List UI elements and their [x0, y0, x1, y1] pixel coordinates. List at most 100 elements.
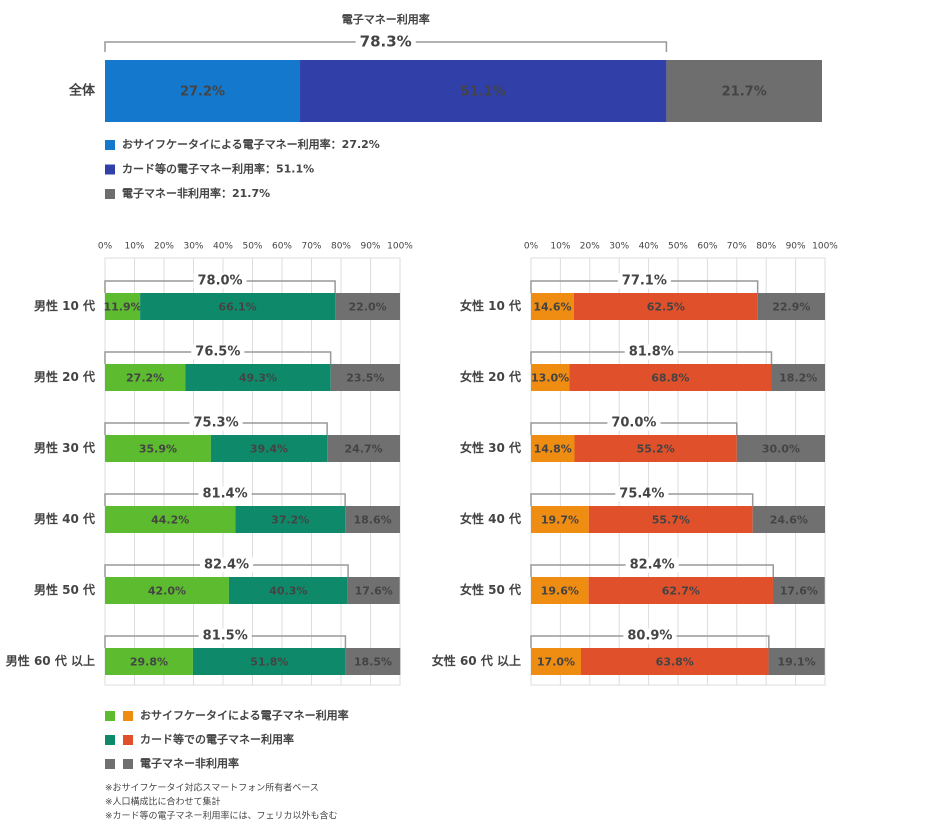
x-tick-label: 10%	[550, 242, 570, 252]
value-label: 66.1%	[219, 301, 257, 314]
bar-segment	[772, 577, 825, 604]
bar-segment	[771, 364, 825, 391]
total-label: 75.3%	[194, 416, 239, 431]
x-tick-label: 100%	[387, 242, 413, 252]
bar-segment	[574, 435, 737, 462]
bar-segment	[330, 364, 400, 391]
category-label: 男性 10 代	[34, 298, 95, 313]
bar-segment	[185, 364, 331, 391]
bar-segment	[235, 506, 346, 533]
bar-segment	[105, 364, 186, 391]
value-label: 39.4%	[250, 443, 288, 456]
category-label: 男性 30 代	[34, 440, 95, 455]
x-tick-label: 10%	[124, 242, 144, 252]
category-label: 男性 50 代	[34, 582, 95, 597]
label-bg	[615, 486, 669, 502]
total-label: 80.9%	[627, 629, 672, 644]
label-bg	[198, 628, 252, 644]
bar-segment	[300, 60, 667, 122]
bar-segment	[588, 506, 753, 533]
value-label: 49.3%	[239, 372, 277, 385]
value-label: 17.0%	[537, 656, 575, 669]
x-tick-label: 60%	[272, 242, 292, 252]
annotation-title: 電子マネー利用率	[342, 12, 430, 26]
label-bg	[198, 486, 252, 502]
value-label: 55.7%	[652, 514, 690, 527]
bar-segment	[588, 577, 773, 604]
value-label: 27.2%	[180, 85, 225, 100]
legend-swatch	[123, 759, 133, 769]
label-bg	[193, 273, 247, 289]
legend-swatch	[123, 711, 133, 721]
label-bg	[623, 628, 677, 644]
value-label: 17.6%	[355, 585, 393, 598]
total-label: 82.4%	[630, 558, 675, 573]
category-label: 女性 20 代	[460, 369, 521, 384]
legend-swatch	[105, 140, 115, 150]
category-label: 女性 60 代 以上	[432, 653, 521, 668]
bar-segment	[347, 577, 400, 604]
footnote: ※カード等の電子マネー利用率には、フェリカ以外も含む	[105, 810, 338, 822]
total-label: 81.4%	[203, 487, 248, 502]
bar-segment	[105, 435, 211, 462]
bar-segment	[105, 506, 236, 533]
bar-segment	[531, 506, 589, 533]
value-label: 24.6%	[770, 514, 808, 527]
value-label: 19.7%	[541, 514, 579, 527]
value-label: 13.0%	[531, 372, 569, 385]
label-bg	[191, 344, 245, 360]
footnote: ※おサイフケータイ対応スマートフォン所有者ベース	[105, 782, 319, 794]
bar-segment	[752, 506, 825, 533]
bar-segment	[228, 577, 348, 604]
bar-segment	[210, 435, 328, 462]
value-label: 22.9%	[772, 301, 810, 314]
value-label: 22.0%	[348, 301, 386, 314]
total-label: 81.8%	[629, 345, 674, 360]
bar-segment	[531, 293, 574, 320]
legend-label: カード等での電子マネー利用率	[140, 732, 294, 746]
legend-swatch	[105, 164, 115, 175]
x-tick-label: 0%	[524, 242, 539, 252]
bar-segment	[335, 293, 400, 320]
value-label: 18.5%	[354, 656, 392, 669]
legend-label: おサイフケータイによる電子マネー利用率	[140, 708, 349, 722]
total-label: 75.4%	[619, 487, 664, 502]
x-tick-label: 30%	[183, 242, 203, 252]
x-tick-label: 80%	[756, 242, 776, 252]
value-label: 14.6%	[533, 301, 571, 314]
x-tick-label: 80%	[331, 242, 351, 252]
bar-segment	[666, 60, 822, 122]
legend-swatch	[105, 735, 115, 745]
value-label: 62.7%	[662, 585, 700, 598]
value-label: 18.6%	[353, 514, 391, 527]
legend-label: おサイフケータイによる電子マネー利用率：27.2%	[122, 137, 380, 151]
value-label: 19.1%	[778, 656, 816, 669]
total-label: 81.5%	[203, 629, 248, 644]
bar-segment	[345, 648, 401, 675]
x-tick-label: 50%	[668, 242, 688, 252]
total-label: 76.5%	[195, 345, 240, 360]
x-tick-label: 20%	[154, 242, 174, 252]
value-label: 42.0%	[148, 585, 186, 598]
x-tick-label: 0%	[98, 242, 113, 252]
legend-swatch	[105, 759, 115, 769]
bar-segment	[105, 648, 193, 675]
bar-segment	[192, 648, 346, 675]
value-label: 37.2%	[271, 514, 309, 527]
label-bg	[617, 273, 671, 289]
bar-segment	[757, 293, 825, 320]
label-bg	[189, 415, 243, 431]
x-tick-label: 30%	[609, 242, 629, 252]
label-bg	[607, 415, 661, 431]
value-label: 27.2%	[126, 372, 164, 385]
category-label: 全体	[68, 83, 96, 99]
category-label: 女性 40 代	[460, 511, 521, 526]
bar-segment	[736, 435, 825, 462]
label-bg	[625, 557, 679, 573]
value-label: 29.8%	[130, 656, 168, 669]
label-bg	[199, 557, 254, 573]
category-label: 女性 10 代	[460, 298, 521, 313]
category-label: 男性 20 代	[34, 369, 95, 384]
total-label: 70.0%	[611, 416, 656, 431]
